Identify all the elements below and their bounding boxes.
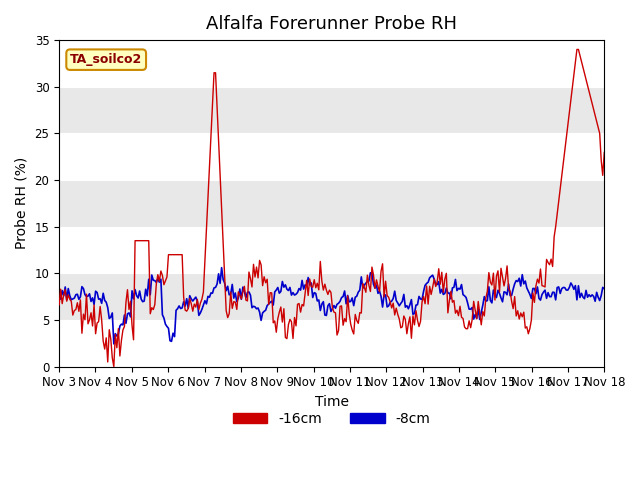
-8cm xyxy=(600,286,608,292)
-16cm xyxy=(246,276,254,281)
Bar xyxy=(59,273,604,320)
-8cm xyxy=(218,265,225,271)
-16cm xyxy=(295,300,303,306)
-16cm xyxy=(573,47,580,52)
-16cm xyxy=(55,302,63,308)
Line: -16cm: -16cm xyxy=(59,49,604,367)
-8cm xyxy=(573,297,580,303)
Legend: -16cm, -8cm: -16cm, -8cm xyxy=(227,407,436,432)
-16cm xyxy=(237,296,245,302)
-8cm xyxy=(248,305,256,311)
Bar xyxy=(59,180,604,227)
-8cm xyxy=(221,280,228,286)
Y-axis label: Probe RH (%): Probe RH (%) xyxy=(15,157,29,250)
-16cm xyxy=(600,150,608,156)
-16cm xyxy=(572,59,579,65)
Bar xyxy=(59,87,604,133)
Title: Alfalfa Forerunner Probe RH: Alfalfa Forerunner Probe RH xyxy=(206,15,457,33)
-8cm xyxy=(55,289,63,295)
-8cm xyxy=(297,287,305,293)
-16cm xyxy=(110,364,118,370)
Text: TA_soilco2: TA_soilco2 xyxy=(70,53,142,66)
Line: -8cm: -8cm xyxy=(59,268,604,344)
-16cm xyxy=(124,287,131,293)
-8cm xyxy=(239,284,246,290)
X-axis label: Time: Time xyxy=(315,395,349,409)
-8cm xyxy=(110,341,118,347)
-16cm xyxy=(220,240,227,246)
-8cm xyxy=(124,311,131,317)
